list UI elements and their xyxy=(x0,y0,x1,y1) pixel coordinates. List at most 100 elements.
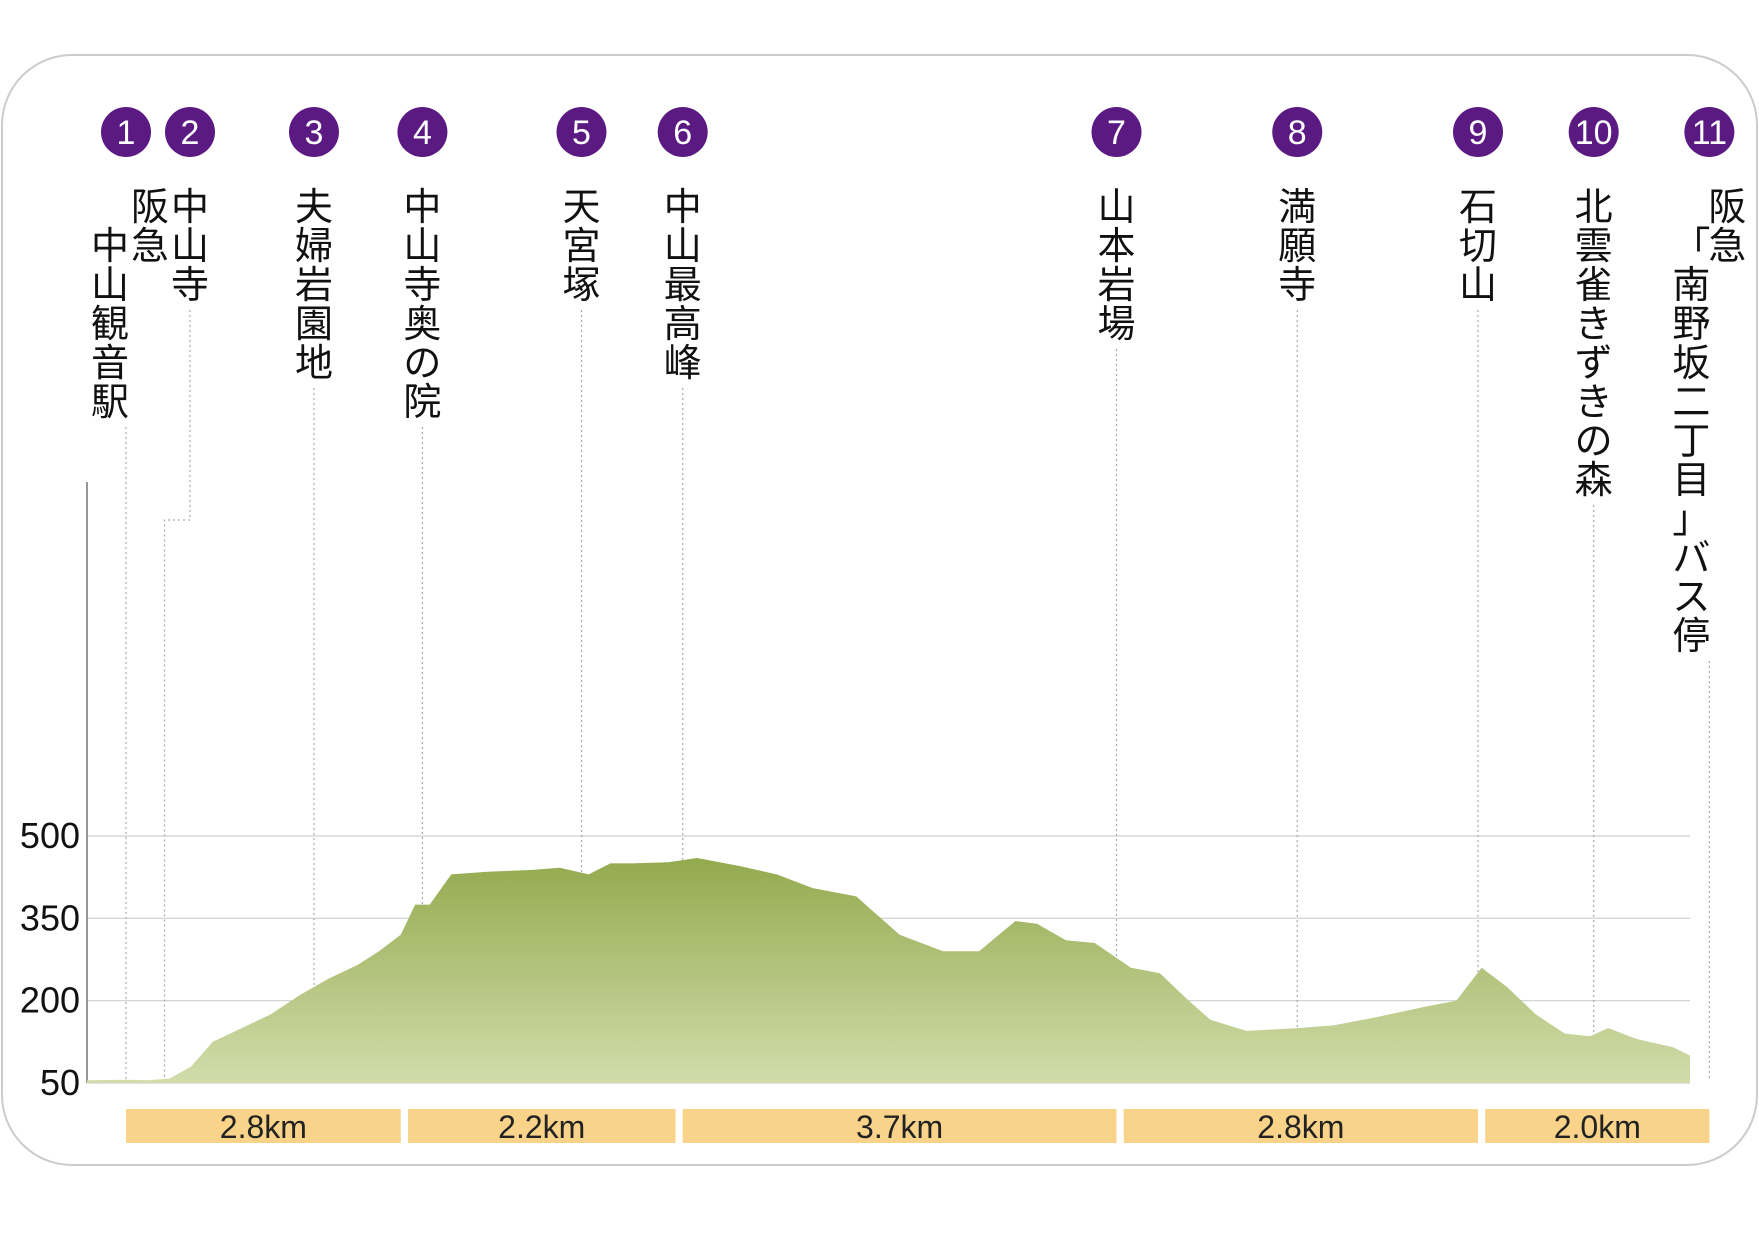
station-label-char: 院 xyxy=(403,380,441,424)
station-label-char: 北 xyxy=(1575,185,1613,229)
station-badge xyxy=(397,107,448,157)
station-label-char: バ xyxy=(1672,536,1710,580)
station-label-char: 園 xyxy=(295,302,333,346)
station-label-char: 切 xyxy=(1459,224,1497,268)
station-label-char: 場 xyxy=(1098,302,1136,346)
station-label-char: 寺 xyxy=(1278,263,1316,307)
distance-segment-label: 3.7km xyxy=(856,1109,943,1145)
station-label-char: 南 xyxy=(1672,263,1710,307)
station-badge xyxy=(1568,107,1619,157)
station-label-char: 丁 xyxy=(1672,419,1710,463)
station-label-char: 阪 xyxy=(131,185,169,229)
station-badge-number: 6 xyxy=(673,114,692,152)
station-label-char: 坂 xyxy=(1672,341,1710,385)
station-label-char: 岩 xyxy=(295,263,333,307)
station-label-char: 岩 xyxy=(1098,263,1136,307)
station-badge-number: 11 xyxy=(1692,114,1727,152)
station-label-char: 寺 xyxy=(403,263,441,307)
distance-segments: 2.8km 2.2km 3.7km 2.8km 2.0km xyxy=(126,1109,1710,1145)
distance-segment-bar xyxy=(407,1109,676,1143)
elevation-profile-area xyxy=(87,858,1690,1083)
distance-segment-label: 2.8km xyxy=(220,1109,307,1145)
station-label-char: 山 xyxy=(403,224,441,268)
station-label-char: ず xyxy=(1575,341,1613,385)
frame-border xyxy=(1,54,1758,1166)
station-label-char: 地 xyxy=(295,341,333,385)
station-badge xyxy=(165,107,215,157)
station-badges: 1 2 3 4 5 6 7 8 9 10 11 xyxy=(101,107,1735,157)
station-label-char: 中 xyxy=(664,185,702,229)
distance-segment-bar xyxy=(126,1109,401,1143)
station-label-char: 婦 xyxy=(295,224,333,268)
station-badge xyxy=(1272,107,1323,157)
station-label-char: 野 xyxy=(1672,302,1710,346)
station-label-char: 奥 xyxy=(403,302,441,346)
station-badge-number: 9 xyxy=(1469,114,1488,152)
station-label-char: 阪 xyxy=(1708,185,1746,229)
station-label-char: 満 xyxy=(1278,185,1316,229)
station-label-char: 雲 xyxy=(1575,224,1613,268)
station-leader-line xyxy=(163,310,191,1080)
distance-segment-bar xyxy=(1485,1109,1710,1143)
station-label-char: 停 xyxy=(1672,614,1710,658)
station-label-char: 宮 xyxy=(562,224,600,268)
distance-segment-bar xyxy=(1123,1109,1479,1143)
station-label-char: 天 xyxy=(562,185,600,229)
station-badge-number: 5 xyxy=(572,114,591,152)
station-badge xyxy=(101,107,151,157)
station-label: 満願寺 xyxy=(1278,185,1316,307)
station-label-char: の xyxy=(403,341,441,385)
station-label-char: 山 xyxy=(171,224,209,268)
station-labels: 阪急中山観音駅中山寺夫婦岩園地中山寺奥の院天宮塚中山最高峰山本岩場満願寺石切山北… xyxy=(91,185,1746,658)
station-label-char: 急 xyxy=(131,224,169,268)
y-tick-label: 50 xyxy=(40,1062,80,1103)
station-label-char: 山 xyxy=(1098,185,1136,229)
station-label: 中山寺 xyxy=(171,185,209,307)
station-label-char: 」 xyxy=(1672,497,1710,541)
station-label-char: 雀 xyxy=(1575,263,1613,307)
station-label-char: 最 xyxy=(664,263,702,307)
y-tick-label: 500 xyxy=(20,815,80,856)
station-label-char: 急 xyxy=(1708,224,1746,268)
station-badge-number: 3 xyxy=(305,114,324,152)
station-badge-number: 7 xyxy=(1107,114,1126,152)
station-label-char: き xyxy=(1575,302,1613,346)
station-label-char: 観 xyxy=(91,302,129,346)
station-badge xyxy=(1453,107,1504,157)
distance-segment-label: 2.0km xyxy=(1554,1109,1641,1145)
station-label-char: 山 xyxy=(91,263,129,307)
station-label-char: 塚 xyxy=(562,263,600,307)
station-label-char: 中 xyxy=(403,185,441,229)
station-label-char: 「 xyxy=(1672,224,1710,268)
distance-segment-label: 2.2km xyxy=(498,1109,585,1145)
station-badge-number: 2 xyxy=(181,114,200,152)
station-label: 天宮塚 xyxy=(562,185,600,307)
y-axis-ticks: 500 350 200 50 xyxy=(20,815,80,1103)
station-label-char: 山 xyxy=(1459,263,1497,307)
station-label: 石切山 xyxy=(1459,185,1497,307)
distance-segment-bar xyxy=(682,1109,1117,1143)
station-label-char: 夫 xyxy=(295,185,333,229)
station-label-char: 音 xyxy=(91,341,129,385)
station-label-char: 高 xyxy=(664,302,702,346)
station-label-char: き xyxy=(1575,380,1613,424)
station-label-char: 山 xyxy=(664,224,702,268)
station-label-char: 森 xyxy=(1575,458,1613,502)
distance-segment-label: 2.8km xyxy=(1257,1109,1344,1145)
station-badge xyxy=(657,107,708,157)
station-label-char: 中 xyxy=(171,185,209,229)
station-badge-number: 1 xyxy=(117,114,136,152)
y-tick-label: 350 xyxy=(20,897,80,938)
station-label-char: 駅 xyxy=(91,380,129,424)
station-label-char: 石 xyxy=(1459,185,1497,229)
station-label-char: 寺 xyxy=(171,263,209,307)
station-label-char: 目 xyxy=(1672,458,1710,502)
y-tick-label: 200 xyxy=(20,980,80,1021)
station-badge-number: 8 xyxy=(1288,114,1307,152)
